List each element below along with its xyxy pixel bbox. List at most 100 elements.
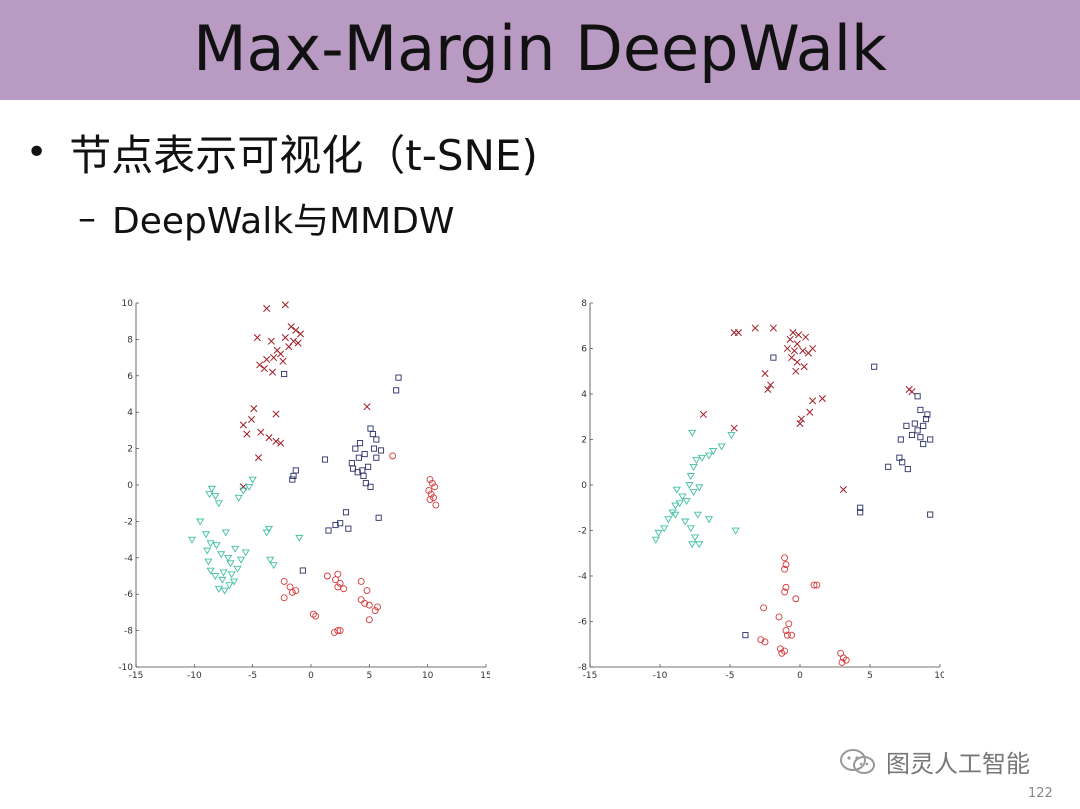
triangle-point [689,463,698,471]
circle-point [332,576,339,584]
circle-point [336,579,344,587]
triangle-point [233,565,242,573]
square-point [742,632,749,639]
triangle-point [224,554,233,562]
triangle-point [203,547,212,555]
circle-point [312,612,320,620]
square-point [857,509,864,516]
square-point [857,504,864,511]
cross-point [250,405,258,413]
circle-point [837,649,845,657]
square-point [356,440,364,447]
x-tick-label: 5 [366,671,372,681]
circle-point [782,561,790,569]
cross-point [789,329,797,337]
cross-point [786,335,794,343]
y-tick-label: 0 [581,481,587,491]
cross-point [761,369,769,378]
square-point [922,415,930,423]
x-tick-label: -15 [583,671,598,681]
sub-bullet-text: DeepWalk与MMDW [112,201,455,242]
triangle-point [689,488,698,496]
square-point [292,467,299,474]
circle-point [425,487,433,494]
circle-point [426,476,434,483]
x-tick-label: -5 [726,671,735,681]
triangle-point [239,487,248,495]
circle-point [288,588,296,596]
triangle-point [681,518,690,526]
y-tick-label: 4 [581,390,587,400]
cross-point [281,301,289,309]
triangle-point [693,511,702,519]
cross-point [793,340,801,348]
cross-point [272,410,280,418]
circle-point [280,578,288,585]
x-tick-label: 10 [422,671,434,681]
circle-point [783,631,791,639]
circle-point [371,607,379,615]
circle-point [781,565,789,573]
cross-point [767,381,775,389]
cross-point [277,439,285,447]
cross-point [751,324,759,332]
cross-point [839,485,847,494]
square-point [897,436,904,443]
circle-point [778,649,786,657]
cross-point [247,415,256,424]
square-point [377,447,385,454]
circle-point [785,620,793,628]
circle-point [361,599,369,607]
y-tick-label: 6 [127,372,133,382]
triangle-point [731,527,740,535]
triangle-point [295,534,304,542]
page-number: 122 [1028,786,1053,801]
cross-point [254,454,263,462]
triangle-point [234,494,243,502]
cross-point [730,424,738,432]
square-point [927,436,934,443]
triangle-point [206,567,215,575]
circle-point [431,483,439,491]
triangle-point [229,578,239,586]
y-tick-label: -2 [124,517,133,527]
cross-point [268,368,277,376]
slide-title: Max-Margin DeepWalk [193,12,887,85]
square-point [908,431,916,439]
triangle-point [695,484,704,492]
triangle-point [221,529,230,537]
circle-point [838,659,846,666]
triangle-point [717,443,726,451]
cross-point [818,394,826,403]
square-point [924,411,931,418]
triangle-point [654,529,663,537]
cross-point [265,434,273,442]
cross-point [263,304,271,313]
square-point [289,476,296,483]
y-tick-label: 10 [122,299,134,309]
square-point [345,525,352,532]
cross-point [287,323,295,331]
circle-point [428,479,436,487]
cross-point [800,363,808,371]
triangle-point [262,529,271,537]
x-tick-label: 0 [308,671,314,681]
circle-point [776,645,784,653]
circle-point [357,596,365,604]
circle-point [292,587,300,595]
triangle-point [678,493,687,501]
square-point [370,445,378,452]
x-tick-label: -10 [653,671,668,681]
triangle-point [671,511,680,519]
y-tick-label: -8 [578,663,587,673]
triangle-point [672,486,681,494]
cross-point [292,326,300,334]
square-point [903,422,910,429]
circle-point [757,636,765,644]
triangle-point [219,569,228,577]
triangle-point [692,457,701,465]
triangle-point [704,516,714,524]
circle-point [365,601,373,609]
square-point [290,472,297,479]
circle-point [782,583,790,591]
